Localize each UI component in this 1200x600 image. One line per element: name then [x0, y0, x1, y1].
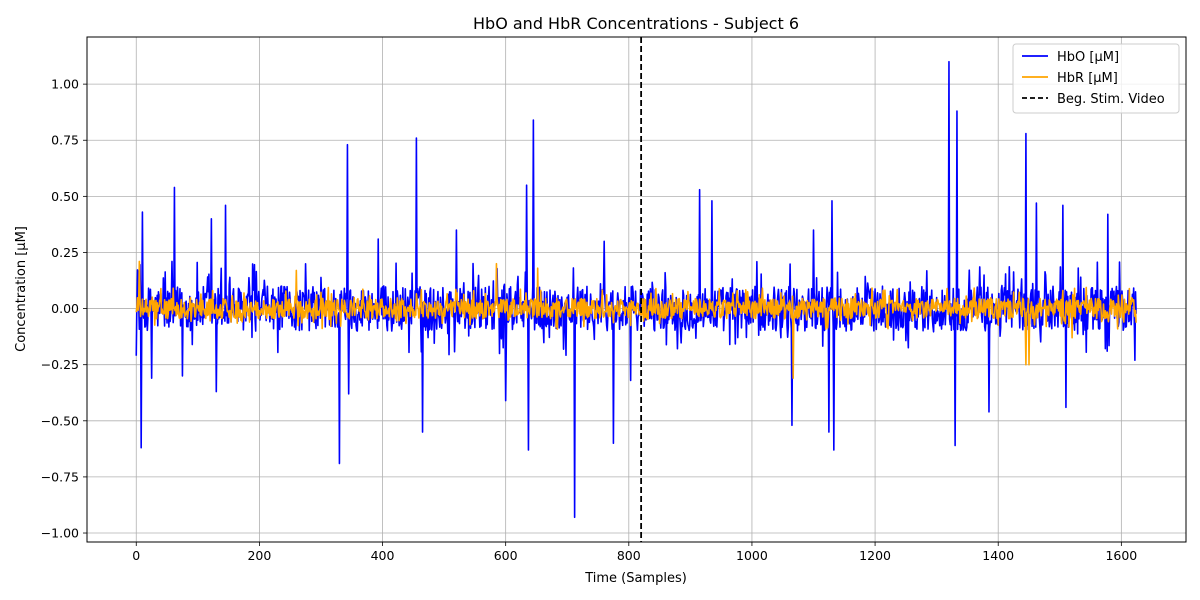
- series-layer: [135, 60, 1137, 519]
- y-tick-label: 0.50: [51, 189, 79, 204]
- legend-hbo-label: HbO [µM]: [1057, 50, 1119, 65]
- x-tick-label: 800: [617, 548, 641, 563]
- y-tick-label: 0.00: [51, 301, 79, 316]
- y-tick-label: −0.25: [41, 357, 79, 372]
- y-tick-label: 1.00: [51, 77, 79, 92]
- y-tick-label: 0.25: [51, 245, 79, 260]
- y-axis-label: Concentration [µM]: [14, 226, 29, 352]
- x-tick-label: 400: [371, 548, 395, 563]
- x-tick-label: 1200: [859, 548, 891, 563]
- x-tick-label: 1000: [736, 548, 768, 563]
- legend-stim-label: Beg. Stim. Video: [1057, 92, 1165, 107]
- x-tick-label: 200: [247, 548, 271, 563]
- chart-title: HbO and HbR Concentrations - Subject 6: [473, 14, 799, 33]
- x-axis: 0 200 400 600 800 1000 1200 1400 1600: [132, 542, 1137, 563]
- series-line-hbr: [135, 260, 1137, 379]
- x-tick-label: 600: [494, 548, 518, 563]
- x-axis-label: Time (Samples): [584, 571, 687, 586]
- y-tick-label: −1.00: [41, 526, 79, 541]
- legend: HbO [µM] HbR [µM] Beg. Stim. Video: [1012, 43, 1180, 114]
- x-tick-label: 1600: [1105, 548, 1137, 563]
- plot-frame: [86, 36, 1187, 543]
- legend-hbr-label: HbR [µM]: [1057, 71, 1118, 86]
- y-tick-label: 0.75: [51, 133, 79, 148]
- legend-box: [1012, 43, 1180, 114]
- y-tick-label: −0.75: [41, 469, 79, 484]
- x-tick-label: 0: [132, 548, 140, 563]
- y-axis: −1.00 −0.75 −0.50 −0.25 0.00 0.25 0.50 0.75 1.00: [41, 77, 87, 541]
- y-tick-label: −0.50: [41, 413, 79, 428]
- x-tick-label: 1400: [982, 548, 1014, 563]
